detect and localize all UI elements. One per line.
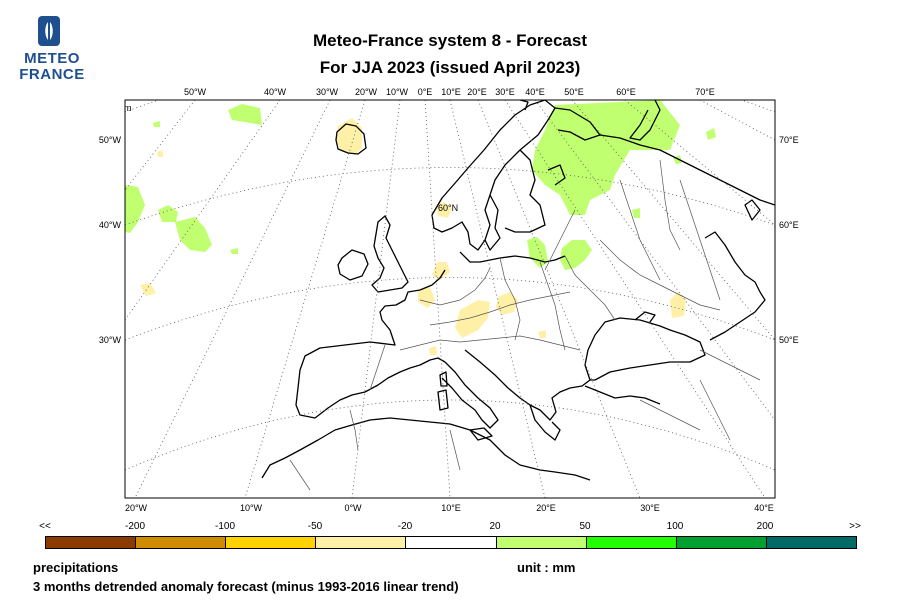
meteo-france-logo: METEO FRANCE — [18, 14, 88, 84]
bottom-lon-label: 0°W — [344, 503, 362, 513]
colorbar-segment — [406, 537, 497, 548]
right-lat-label: 70°E — [779, 135, 799, 145]
coast-scandinavia — [431, 100, 556, 251]
left-latitude-labels: 50°W 40°W 30°W — [99, 135, 122, 345]
coast-turkey — [584, 385, 661, 405]
colorbar-segment — [496, 537, 587, 548]
bottom-lon-label: 30°E — [640, 503, 660, 513]
coast-balkans — [464, 349, 591, 421]
map-frame — [124, 99, 776, 499]
right-lat-label: 60°E — [779, 220, 799, 230]
top-lon-label: 20°W — [355, 87, 378, 97]
colorbar-label: -50 — [307, 521, 323, 532]
colorbar — [45, 536, 857, 549]
top-lon-label: 40°E — [525, 87, 545, 97]
coast-svalbard-fragment — [519, 100, 529, 111]
variable-label: precipitations — [33, 560, 119, 575]
top-lon-label: 30°W — [316, 87, 339, 97]
colorbar-label: 50 — [579, 521, 591, 532]
top-lon-label: 10°E — [441, 87, 461, 97]
colorbar-label: 20 — [489, 521, 501, 532]
top-lon-label: 20°E — [467, 87, 487, 97]
coast-novaya-zemlya — [629, 100, 661, 141]
coast-continental-europe — [295, 251, 566, 419]
colorbar-label: 100 — [666, 521, 684, 532]
coast-white-sea — [547, 164, 566, 186]
coast-italy — [441, 361, 499, 429]
anomaly-shading — [125, 100, 716, 355]
colorbar-segment — [316, 537, 407, 548]
top-lon-label: 70°E — [695, 87, 715, 97]
colorbar-segment — [766, 537, 856, 548]
coast-iceland — [335, 123, 367, 155]
left-lat-label: 40°W — [99, 220, 122, 230]
colorbar-segment — [46, 537, 137, 548]
right-latitude-labels: 70°E 60°E 50°E — [779, 135, 799, 345]
coastlines — [261, 100, 775, 481]
chart-subtitle: For JJA 2023 (issued April 2023) — [319, 58, 581, 77]
top-lon-label: 0°E — [418, 87, 433, 97]
coast-finland — [504, 149, 546, 233]
coast-black-sea — [584, 317, 706, 381]
colorbar-label: << — [39, 521, 51, 532]
national-borders — [289, 159, 761, 491]
coast-great-britain — [371, 215, 409, 293]
coast-corsica — [439, 371, 448, 387]
coast-sicily — [469, 427, 493, 441]
coast-sweden-east — [484, 194, 501, 251]
coast-arctic-russia — [599, 134, 775, 206]
right-lat-label: 50°E — [779, 335, 799, 345]
bottom-lon-label: 40°E — [754, 503, 774, 513]
coast-ireland — [337, 249, 369, 281]
coast-azov — [634, 311, 656, 323]
colorbar-label: -100 — [214, 521, 235, 532]
corner-partial-label: m — [124, 103, 132, 113]
coast-sardinia — [437, 389, 449, 411]
left-lat-label: 50°W — [99, 135, 122, 145]
bottom-lon-label: 20°W — [125, 503, 148, 513]
chart-title: Meteo-France system 8 - Forecast — [313, 31, 587, 50]
coast-north-africa — [261, 417, 591, 481]
inner-latitude-label: 60°N — [438, 203, 458, 213]
colorbar-label: >> — [849, 521, 861, 532]
wet-anomaly-areas — [125, 100, 716, 270]
colorbar-label: -200 — [124, 521, 145, 532]
coast-greece — [529, 404, 561, 441]
top-longitude-labels: 50°W 40°W 30°W 20°W 10°W 0°E 10°E 20°E 3… — [184, 87, 715, 97]
left-lat-label: 30°W — [99, 335, 122, 345]
top-lon-label: 30°E — [495, 87, 515, 97]
colorbar-label: 200 — [756, 521, 774, 532]
top-lon-label: 10°W — [386, 87, 409, 97]
coast-east-island — [744, 199, 761, 221]
top-lon-label: 60°E — [616, 87, 636, 97]
unit-label: unit : mm — [517, 560, 576, 575]
top-lon-label: 40°W — [264, 87, 287, 97]
description-label: 3 months detrended anomaly forecast (min… — [33, 579, 459, 594]
logo-text-meteo: METEO — [24, 50, 80, 67]
colorbar-segment — [136, 537, 227, 548]
bottom-longitude-labels: 20°W 10°W 0°W 10°E 20°E 30°E 40°E — [125, 503, 774, 513]
colorbar-segment — [676, 537, 767, 548]
colorbar-segment — [226, 537, 317, 548]
colorbar-label: -20 — [397, 521, 413, 532]
dry-anomaly-areas — [140, 118, 686, 355]
colorbar-segment — [586, 537, 677, 548]
coast-caspian — [704, 231, 766, 341]
top-lon-label: 50°W — [184, 87, 207, 97]
logo-text-france: FRANCE — [19, 66, 85, 83]
bottom-lon-label: 20°E — [536, 503, 556, 513]
graticule — [125, 100, 775, 498]
top-lon-label: 50°E — [564, 87, 584, 97]
bottom-lon-label: 10°W — [240, 503, 263, 513]
bottom-lon-label: 10°E — [441, 503, 461, 513]
meteo-france-logo-icon — [38, 16, 60, 46]
